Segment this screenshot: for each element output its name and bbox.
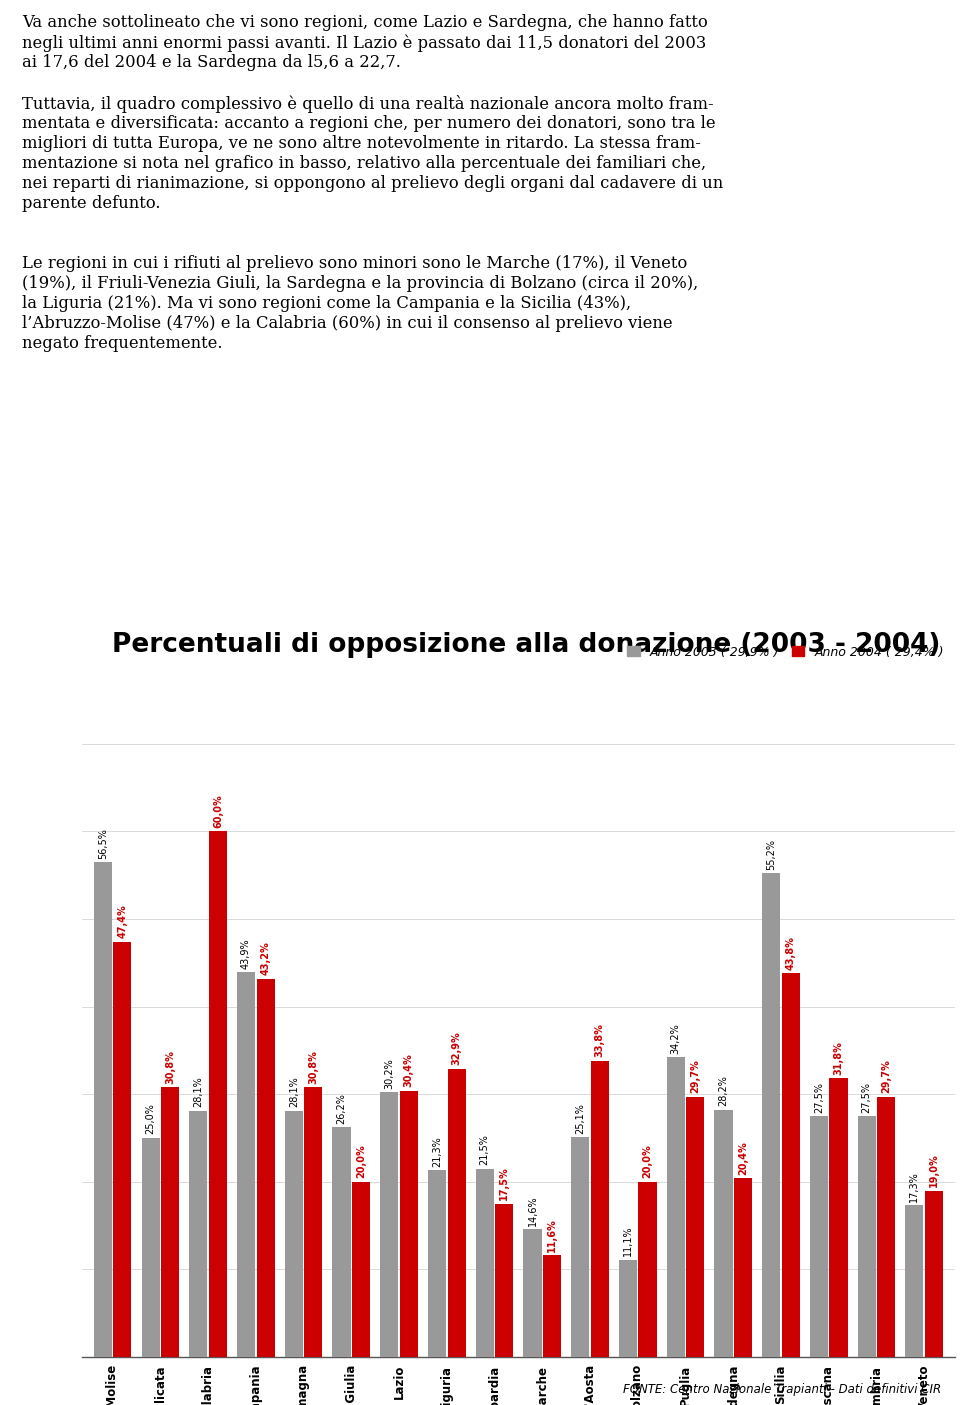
Text: la Liguria (21%). Ma vi sono regioni come la Campania e la Sicilia (43%),: la Liguria (21%). Ma vi sono regioni com… — [22, 295, 631, 312]
Text: FONTE: Centro Nazionale Trapianti - Dati definitivi CIR: FONTE: Centro Nazionale Trapianti - Dati… — [623, 1383, 941, 1397]
Bar — [94, 863, 112, 1357]
Text: Va anche sottolineato che vi sono regioni, come Lazio e Sardegna, che hanno fatt: Va anche sottolineato che vi sono region… — [22, 14, 708, 31]
Legend: Anno 2003 ( 29,9% ), Anno 2004 ( 29,4% ): Anno 2003 ( 29,9% ), Anno 2004 ( 29,4% ) — [622, 641, 948, 663]
Bar — [209, 832, 227, 1357]
Text: parente defunto.: parente defunto. — [22, 195, 160, 212]
Bar — [877, 1097, 896, 1357]
Bar — [924, 1190, 943, 1357]
Text: ai 17,6 del 2004 e la Sardegna da l5,6 a 22,7.: ai 17,6 del 2004 e la Sardegna da l5,6 a… — [22, 53, 401, 72]
Text: 29,7%: 29,7% — [690, 1059, 700, 1093]
Bar — [285, 1111, 302, 1357]
Bar — [332, 1127, 350, 1357]
Text: 17,5%: 17,5% — [499, 1166, 510, 1200]
Text: 56,5%: 56,5% — [98, 828, 108, 858]
Text: 30,4%: 30,4% — [404, 1054, 414, 1087]
Text: mentata e diversificata: accanto a regioni che, per numero dei donatori, sono tr: mentata e diversificata: accanto a regio… — [22, 115, 715, 132]
Text: 26,2%: 26,2% — [337, 1093, 347, 1124]
Text: 47,4%: 47,4% — [117, 905, 128, 939]
Bar — [686, 1097, 705, 1357]
Bar — [666, 1058, 684, 1357]
Bar — [857, 1116, 876, 1357]
Bar — [543, 1256, 562, 1357]
Bar — [619, 1260, 637, 1357]
Text: 20,0%: 20,0% — [356, 1145, 366, 1179]
Bar — [447, 1069, 466, 1357]
Text: 20,4%: 20,4% — [738, 1141, 748, 1175]
Text: 43,9%: 43,9% — [241, 939, 252, 969]
Bar — [905, 1205, 924, 1357]
Bar — [734, 1179, 752, 1357]
Bar — [475, 1169, 493, 1357]
Text: 43,2%: 43,2% — [260, 941, 271, 975]
Text: 27,5%: 27,5% — [814, 1082, 824, 1113]
Text: 28,1%: 28,1% — [193, 1076, 204, 1107]
Text: 31,8%: 31,8% — [833, 1041, 844, 1075]
Bar — [810, 1116, 828, 1357]
Bar — [495, 1204, 514, 1357]
Text: 14,6%: 14,6% — [527, 1196, 538, 1225]
Text: mentazione si nota nel grafico in basso, relativo alla percentuale dei familiari: mentazione si nota nel grafico in basso,… — [22, 155, 707, 171]
Bar — [523, 1229, 541, 1357]
Text: 27,5%: 27,5% — [862, 1082, 872, 1113]
Text: 34,2%: 34,2% — [671, 1023, 681, 1054]
Text: migliori di tutta Europa, ve ne sono altre notevolmente in ritardo. La stessa fr: migliori di tutta Europa, ve ne sono alt… — [22, 135, 701, 152]
Text: Le regioni in cui i rifiuti al prelievo sono minori sono le Marche (17%), il Ven: Le regioni in cui i rifiuti al prelievo … — [22, 254, 687, 273]
Bar — [781, 974, 800, 1357]
Text: 28,1%: 28,1% — [289, 1076, 299, 1107]
Text: 25,0%: 25,0% — [146, 1103, 156, 1134]
Text: 21,5%: 21,5% — [480, 1134, 490, 1165]
Bar — [237, 972, 255, 1357]
Text: 14: 14 — [10, 1385, 33, 1404]
Text: 11,6%: 11,6% — [547, 1218, 557, 1252]
Bar — [571, 1137, 589, 1357]
Text: Percentuali di opposizione alla donazione (2003 - 2004): Percentuali di opposizione alla donazion… — [112, 631, 941, 658]
Text: 28,2%: 28,2% — [718, 1076, 729, 1107]
Bar — [829, 1079, 848, 1357]
Bar — [380, 1093, 398, 1357]
Bar — [428, 1170, 446, 1357]
Bar — [304, 1087, 323, 1357]
Bar — [590, 1061, 609, 1357]
Bar — [714, 1110, 732, 1357]
Text: 21,3%: 21,3% — [432, 1137, 442, 1168]
Text: Tuttavia, il quadro complessivo è quello di una realtà nazionale ancora molto fr: Tuttavia, il quadro complessivo è quello… — [22, 96, 713, 112]
Text: l’Abruzzo-Molise (47%) e la Calabria (60%) in cui il consenso al prelievo viene: l’Abruzzo-Molise (47%) e la Calabria (60… — [22, 315, 673, 332]
Text: negli ultimi anni enormi passi avanti. Il Lazio è passato dai 11,5 donatori del : negli ultimi anni enormi passi avanti. I… — [22, 34, 707, 52]
Bar — [352, 1182, 371, 1357]
Bar — [141, 1138, 159, 1357]
Text: 20,0%: 20,0% — [642, 1145, 653, 1179]
Text: nei reparti di rianimazione, si oppongono al prelievo degli organi dal cadavere : nei reparti di rianimazione, si oppongon… — [22, 176, 723, 192]
Text: negato frequentemente.: negato frequentemente. — [22, 334, 223, 353]
Text: 55,2%: 55,2% — [766, 839, 777, 870]
Text: 30,2%: 30,2% — [384, 1058, 395, 1089]
Text: 32,9%: 32,9% — [451, 1031, 462, 1065]
Bar — [399, 1090, 418, 1357]
Text: 25,1%: 25,1% — [575, 1103, 586, 1134]
Bar — [161, 1087, 180, 1357]
Text: 33,8%: 33,8% — [595, 1023, 605, 1058]
Bar — [638, 1182, 657, 1357]
Text: 11,1%: 11,1% — [623, 1225, 633, 1256]
Text: 17,3%: 17,3% — [909, 1172, 920, 1201]
Bar — [256, 978, 275, 1357]
Text: 43,8%: 43,8% — [785, 936, 796, 969]
Bar — [113, 941, 132, 1357]
Text: 30,8%: 30,8% — [165, 1050, 175, 1083]
Text: 19,0%: 19,0% — [929, 1154, 939, 1187]
Text: 60,0%: 60,0% — [213, 794, 223, 828]
Text: (19%), il Friuli-Venezia Giuli, la Sardegna e la provincia di Bolzano (circa il : (19%), il Friuli-Venezia Giuli, la Sarde… — [22, 275, 698, 292]
Text: 30,8%: 30,8% — [308, 1050, 319, 1083]
Text: 29,7%: 29,7% — [881, 1059, 891, 1093]
Bar — [189, 1111, 207, 1357]
Bar — [762, 874, 780, 1357]
